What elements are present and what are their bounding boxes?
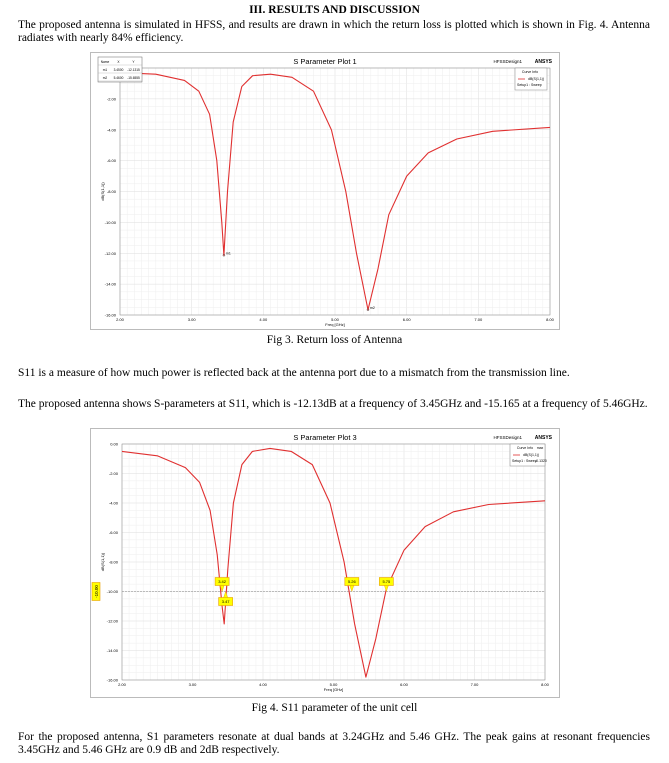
- y-tick-label: -8.00: [109, 560, 119, 565]
- plot-area: [119, 67, 551, 316]
- x-tick-label: 2.00: [118, 682, 127, 687]
- y-axis-label: dB(S(1,1)): [100, 182, 105, 201]
- legend-box: [509, 443, 546, 467]
- marker-pointer: [349, 585, 355, 593]
- s-parameter-plot-1: S Parameter Plot 1 HFSSDesign1 ANSYS 2.00 3.…: [90, 52, 560, 330]
- y-tick-label: -14.00: [105, 282, 117, 287]
- series-line: [121, 447, 546, 678]
- legend-box: [514, 67, 548, 91]
- y-tick-label: -6.00: [107, 158, 117, 163]
- brand-label: ANSYS: [535, 435, 553, 441]
- x-axis-label: Freq [GHz]: [324, 687, 344, 692]
- y-tick-label: -16.00: [107, 678, 119, 683]
- x-tick-label: 8.00: [541, 682, 550, 687]
- y-tick-label: -14.00: [107, 648, 119, 653]
- marker-label: 5.26: [348, 579, 357, 584]
- marker-pointer: [223, 590, 228, 598]
- design-name: HFSSDesign1: [493, 59, 522, 64]
- legend-series: dB(S(1,1)): [523, 453, 539, 457]
- y-tick-label: -6.00: [109, 530, 119, 535]
- y-tick-label: -2.00: [109, 471, 119, 476]
- marker-table-cell: -15.6555: [127, 76, 140, 80]
- x-tick-label: 2.00: [116, 317, 125, 322]
- marker-label: m1: [226, 251, 231, 255]
- y-tick-label: 0.00: [110, 442, 119, 447]
- chart-title: S Parameter Plot 3: [293, 433, 356, 442]
- chart-frame: [90, 428, 560, 698]
- y-tick-label: -12.00: [107, 619, 119, 624]
- x-tick-label: 3.00: [188, 317, 197, 322]
- marker-table: [97, 56, 143, 83]
- section-heading: III. RESULTS AND DISCUSSION: [249, 4, 420, 16]
- y-tick-label: -4.00: [107, 127, 117, 132]
- x-tick-label: 3.00: [189, 682, 198, 687]
- paragraph: The proposed antenna shows S-parameters …: [18, 398, 648, 410]
- plot-area: [121, 443, 546, 681]
- paragraph: For the proposed antenna, S1 parameters …: [18, 731, 650, 756]
- x-tick-label: 6.00: [400, 682, 409, 687]
- marker-table-cell: Y: [132, 60, 135, 64]
- marker-table-cell: Name: [101, 60, 110, 64]
- marker-table-cell: X: [117, 60, 120, 64]
- x-axis-label: Freq [GHz]: [325, 322, 345, 327]
- y-tick-label: -10.00: [105, 220, 117, 225]
- legend-header: Curve Info: [517, 446, 533, 450]
- marker-table-cell: 3.4500: [114, 68, 124, 72]
- marker-label: 3.42: [218, 579, 227, 584]
- x-tick-label: 7.00: [474, 317, 483, 322]
- marker-table-cell: m2: [103, 76, 108, 80]
- marker: [222, 254, 226, 257]
- marker-label: 3.47: [222, 599, 231, 604]
- chart-frame: [90, 52, 560, 330]
- x-tick-label: 5.00: [330, 682, 339, 687]
- legend-header: Curve Info: [522, 70, 538, 74]
- x-tick-label: 4.00: [259, 682, 268, 687]
- reference-label-box: [91, 582, 101, 601]
- y-tick-label: -2.00: [107, 96, 117, 101]
- paragraph: S11 is a measure of how much power is re…: [18, 367, 570, 379]
- series-line: [119, 72, 551, 311]
- y-tick-label: -16.00: [105, 313, 117, 318]
- marker: [366, 308, 370, 311]
- figure-caption: Fig 3. Return loss of Antenna: [266, 334, 403, 346]
- reference-label: -10.00: [94, 585, 99, 598]
- y-axis-label: dB(S(1,1)): [100, 552, 105, 571]
- chart-title: S Parameter Plot 1: [293, 57, 356, 66]
- y-tick-label: -8.00: [107, 189, 117, 194]
- legend-column: max: [537, 446, 544, 450]
- legend-value: -0.1320: [535, 459, 547, 463]
- s-parameter-plot-3: S Parameter Plot 3 HFSSDesign1 ANSYS 2.00 3.…: [90, 428, 560, 698]
- y-tick-label: -12.00: [105, 251, 117, 256]
- paragraph: The proposed antenna is simulated in HFS…: [18, 19, 650, 44]
- y-tick-label: -10.00: [107, 589, 119, 594]
- legend-setup: Setup1 : Sweep: [517, 83, 542, 87]
- marker-table-cell: m1: [103, 68, 108, 72]
- x-tick-label: 4.00: [259, 317, 268, 322]
- legend-series: dB(S(1,1)): [528, 77, 544, 81]
- marker-table-cell: -12.1315: [127, 68, 140, 72]
- marker-pointer: [219, 585, 225, 593]
- y-tick-label: -4.00: [109, 501, 119, 506]
- brand-label: ANSYS: [535, 59, 553, 65]
- x-tick-label: 7.00: [471, 682, 480, 687]
- legend-setup: Setup1 : Sweep: [512, 459, 537, 463]
- marker-pointer: [384, 585, 389, 593]
- marker-label: 5.75: [382, 579, 391, 584]
- marker-table-cell: 5.4600: [114, 76, 124, 80]
- marker-label: m2: [370, 306, 375, 310]
- design-name: HFSSDesign1: [493, 435, 522, 440]
- x-tick-label: 8.00: [546, 317, 555, 322]
- x-tick-label: 5.00: [331, 317, 340, 322]
- x-tick-label: 6.00: [403, 317, 412, 322]
- figure-caption: Fig 4. S11 parameter of the unit cell: [251, 702, 418, 714]
